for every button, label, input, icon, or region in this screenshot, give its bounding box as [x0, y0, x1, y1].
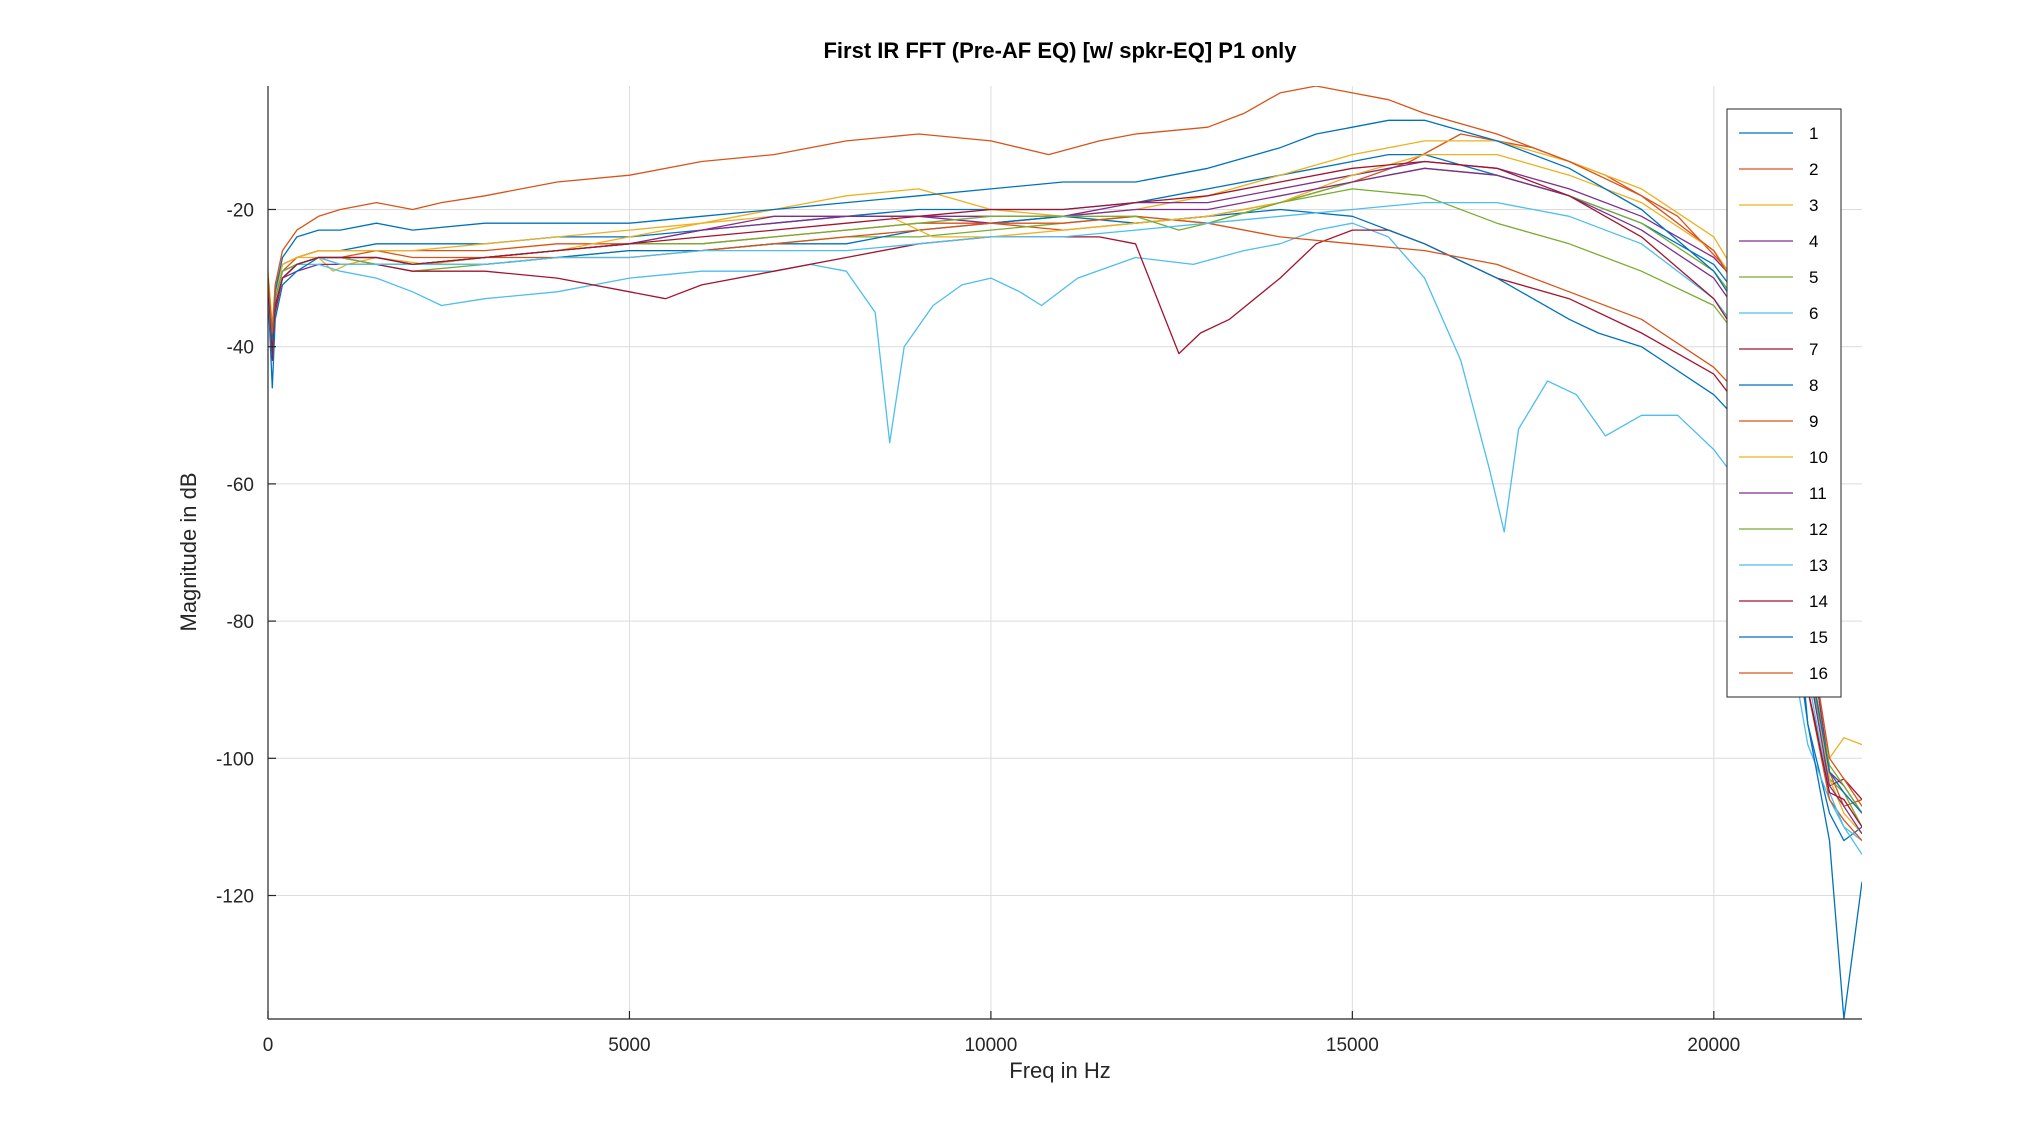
- legend-label: 13: [1809, 556, 1828, 575]
- series-line-6: [268, 222, 1862, 842]
- legend-label: 14: [1809, 592, 1828, 611]
- y-axis-label: Magnitude in dB: [176, 473, 201, 632]
- x-tick-label: 10000: [964, 1035, 1017, 1056]
- tick-labels: 0 5000 10000 15000 20000 -120 -100 -80 -60 -40 -20: [216, 200, 1740, 1056]
- series-lines: [268, 86, 1862, 1019]
- y-tick-label: -80: [227, 612, 254, 633]
- legend-label: 15: [1809, 628, 1828, 647]
- y-tick-label: -40: [227, 338, 254, 359]
- legend-label: 8: [1809, 376, 1818, 395]
- legend-label: 12: [1809, 520, 1828, 539]
- legend-label: 16: [1809, 664, 1828, 683]
- series-line-13: [268, 201, 1862, 855]
- x-tick-label: 15000: [1326, 1035, 1379, 1056]
- legend-label: 4: [1809, 232, 1818, 251]
- series-line-10: [268, 153, 1862, 835]
- legend-label: 1: [1809, 124, 1818, 143]
- legend-label: 9: [1809, 412, 1818, 431]
- x-tick-label: 0: [263, 1035, 274, 1056]
- axes: [267, 86, 1862, 1020]
- y-tick-label: -100: [216, 749, 254, 770]
- chart-title: First IR FFT (Pre-AF EQ) [w/ spkr-EQ] P1…: [823, 38, 1297, 63]
- legend-label: 3: [1809, 196, 1818, 215]
- legend-label: 7: [1809, 340, 1818, 359]
- legend-label: 6: [1809, 304, 1818, 323]
- x-tick-label: 5000: [608, 1035, 650, 1056]
- x-tick-label: 20000: [1687, 1035, 1740, 1056]
- series-line-14: [268, 160, 1862, 828]
- series-line-15: [268, 119, 1862, 814]
- legend-box: [1726, 108, 1842, 698]
- y-tick-label: -120: [216, 887, 254, 908]
- legend-label: 11: [1809, 484, 1827, 503]
- legend-label: 2: [1809, 160, 1818, 179]
- y-tick-label: -60: [227, 475, 254, 496]
- y-tick-label: -20: [227, 200, 254, 221]
- series-line-16: [268, 86, 1862, 807]
- legend-label: 10: [1809, 448, 1828, 467]
- legend-label: 5: [1809, 268, 1818, 287]
- x-axis-label: Freq in Hz: [1009, 1058, 1110, 1083]
